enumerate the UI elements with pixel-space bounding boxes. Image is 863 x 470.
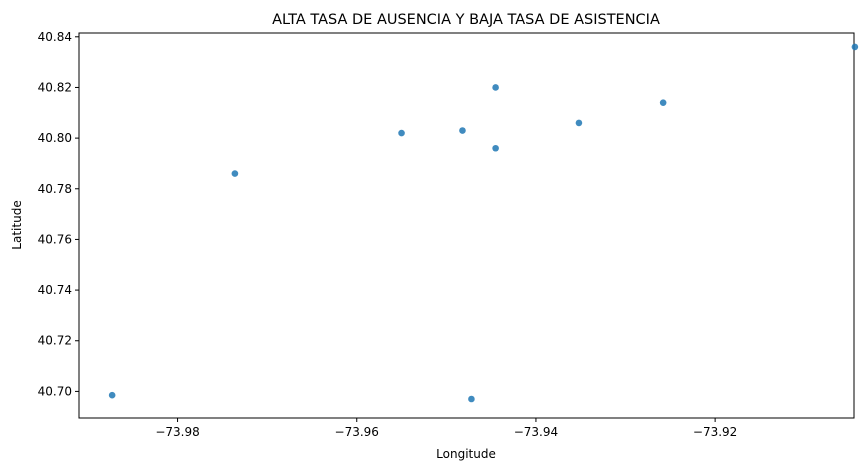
x-tick-label: −73.92 [693, 425, 737, 439]
y-tick-label: 40.76 [38, 232, 72, 246]
data-point [492, 144, 499, 152]
y-tick-label: 40.78 [38, 182, 72, 196]
data-points [108, 43, 859, 403]
y-tick-label: 40.82 [38, 80, 72, 94]
x-axis-label: Longitude [436, 447, 496, 461]
y-tick-label: 40.74 [38, 283, 72, 297]
y-tick-label: 40.72 [38, 334, 72, 348]
chart-title: ALTA TASA DE AUSENCIA Y BAJA TASA DE ASI… [272, 12, 660, 28]
y-tick-label: 40.70 [38, 384, 72, 398]
plot-frame [78, 32, 855, 419]
data-point [231, 170, 239, 177]
y-axis: 40.70 40.72 40.74 40.76 40.78 40.80 40.82 40.84 [38, 30, 79, 398]
x-tick-label: −73.94 [514, 425, 558, 439]
y-tick-label: 40.80 [38, 131, 72, 145]
data-point [459, 127, 466, 134]
x-tick-label: −73.96 [335, 425, 379, 439]
data-point [108, 391, 116, 399]
data-point [659, 99, 667, 106]
x-tick-label: −73.98 [155, 425, 199, 439]
y-tick-label: 40.84 [38, 30, 72, 44]
plot-area [78, 32, 855, 419]
data-point [398, 129, 405, 137]
data-point [468, 395, 475, 403]
data-point [851, 43, 859, 51]
y-axis-label: Latitude [10, 200, 24, 249]
data-point [492, 84, 499, 91]
data-point [575, 119, 583, 127]
x-axis: −73.98 −73.96 −73.94 −73.92 [155, 418, 737, 439]
